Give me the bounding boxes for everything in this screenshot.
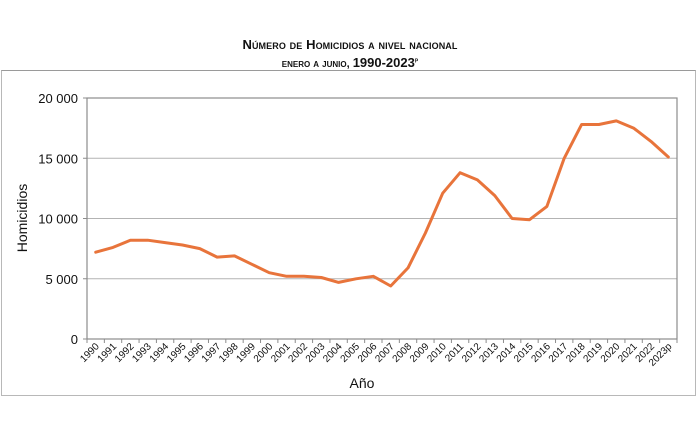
y-axis-title: Homicidios [14, 184, 30, 252]
chart-subtitle: enero a junio, 1990-2023p [0, 55, 700, 70]
y-tick-label: 10 000 [38, 212, 78, 227]
subtitle-years: 1990-2023 [352, 55, 415, 70]
y-tick-label: 15 000 [38, 151, 78, 166]
y-tick-label: 0 [71, 332, 78, 347]
homicidios-line [94, 119, 670, 288]
gridlines [87, 157, 677, 280]
x-axis-title: Año [350, 375, 375, 391]
chart-frame [1, 70, 696, 396]
y-tick-label: 5 000 [45, 272, 78, 287]
x-axis-ticks: 1990199119921993199419951996199719981999… [78, 339, 678, 369]
plot-area [86, 97, 678, 340]
y-tick-label: 20 000 [38, 91, 78, 106]
subtitle-preliminary-mark: p [414, 57, 419, 65]
chart-title: Número de Homicidios a nivel nacional [242, 37, 458, 52]
y-axis-ticks: 0 5 000 10 000 15 000 20 000 [38, 91, 87, 347]
subtitle-text: enero a junio, [281, 58, 353, 70]
